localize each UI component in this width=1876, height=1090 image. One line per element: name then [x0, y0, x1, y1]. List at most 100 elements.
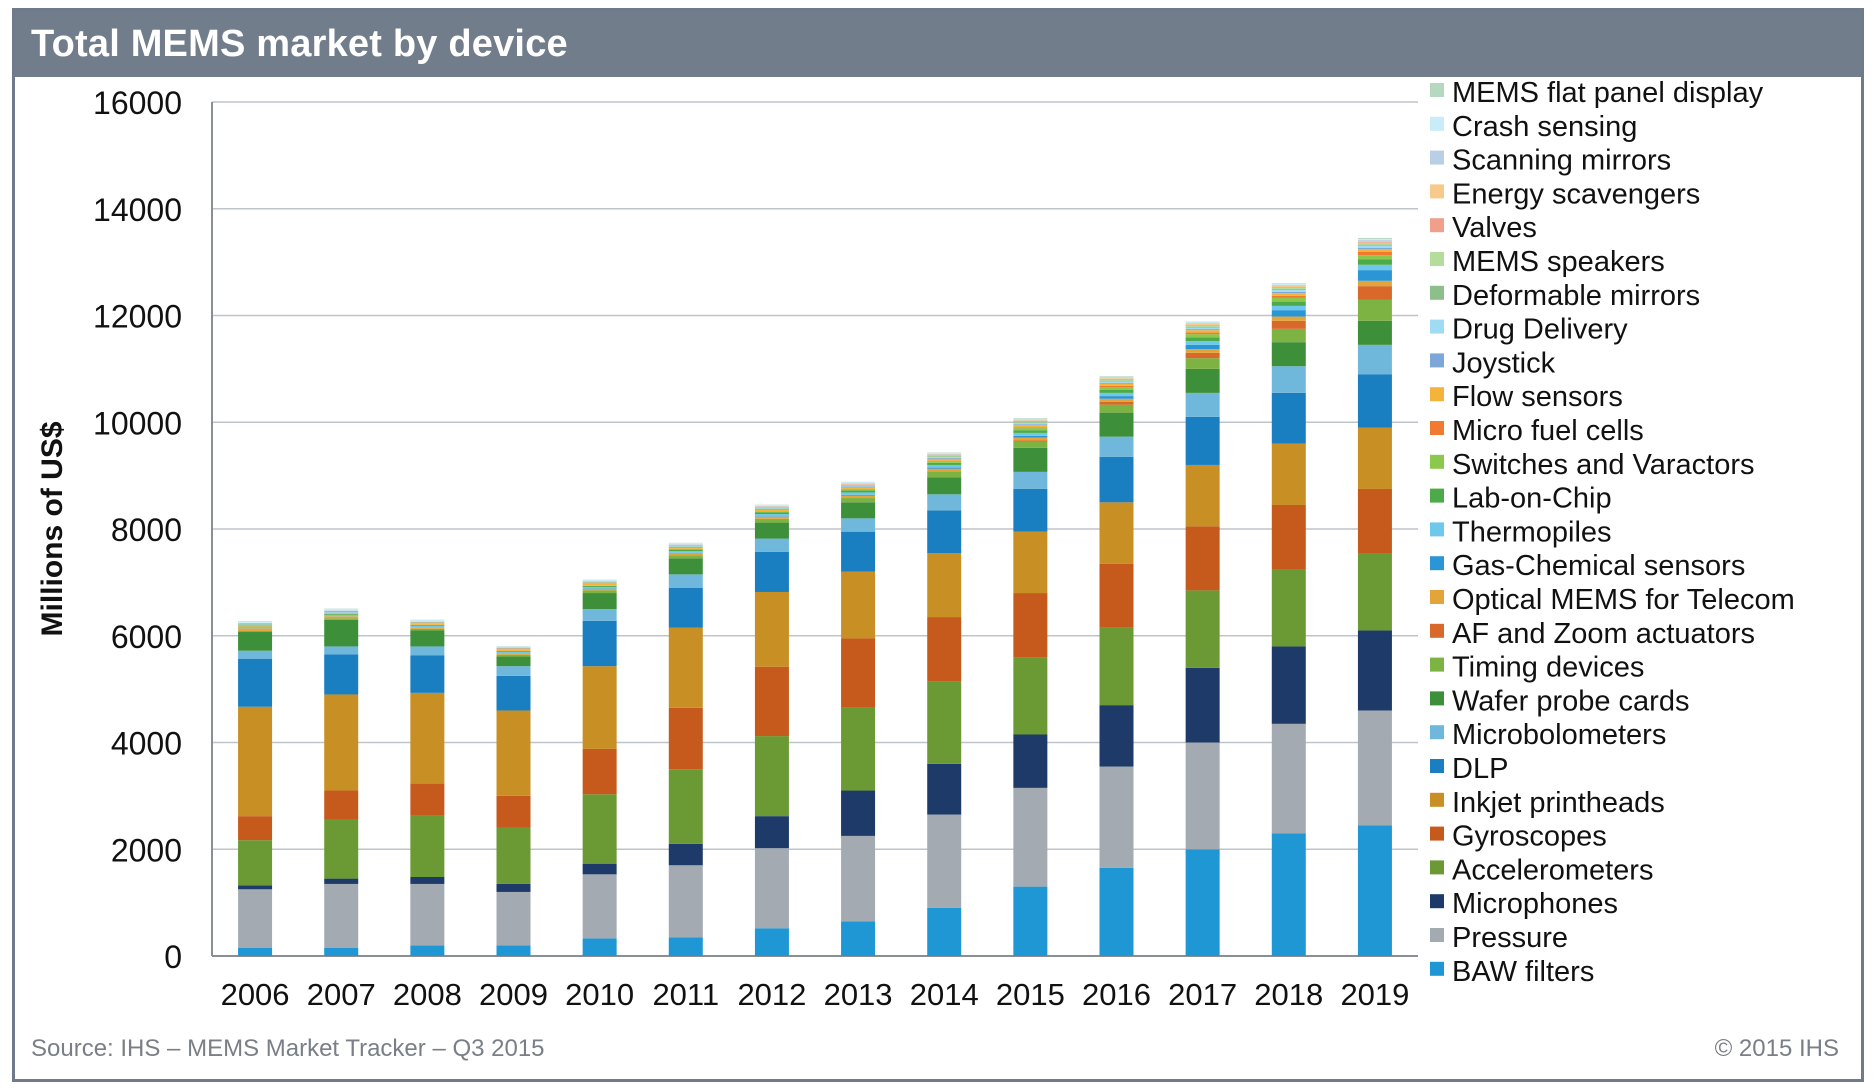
bar-segment-gas-chemical-sensors — [927, 467, 962, 469]
bar-segment-lab-on-chip — [1013, 430, 1048, 433]
bar-segment-timing-devices — [668, 555, 703, 559]
bar-segment-switches-and-varactors — [582, 585, 617, 586]
bar-segment-micro-fuel-cells — [927, 460, 962, 462]
bar-segment-crash-sensing — [496, 646, 531, 648]
legend-swatch — [1430, 285, 1444, 300]
x-tick-label: 2010 — [565, 977, 634, 1012]
bar-segment-baw-filters — [238, 947, 273, 956]
bar-segment-timing-devices — [927, 471, 962, 478]
bar-segment-optical-mems-for-telecom — [1099, 398, 1134, 402]
bar-segment-flow-sensors — [754, 509, 789, 512]
bar-segment-flow-sensors — [1271, 293, 1306, 296]
bar-segment-lab-on-chip — [754, 512, 789, 515]
bar-segment-accelerometers — [927, 681, 962, 764]
bar-segment-valves — [1185, 324, 1220, 326]
bar-segment-timing-devices — [410, 628, 445, 631]
y-tick-label: 0 — [164, 939, 182, 975]
bar-segment-pressure — [841, 835, 876, 922]
bar-segment-inkjet-printheads — [324, 694, 359, 791]
source-note: Source: IHS – MEMS Market Tracker – Q3 2… — [31, 1035, 545, 1062]
bar-segment-wafer-probe-cards — [324, 619, 359, 647]
bar-segment-gyroscopes — [1013, 593, 1048, 658]
legend-swatch — [1430, 826, 1444, 841]
y-tick-label: 8000 — [111, 512, 182, 548]
y-tick-label: 14000 — [93, 192, 182, 228]
bar-segment-drug-delivery — [668, 546, 703, 547]
legend-swatch — [1430, 759, 1444, 773]
bar-segment-inkjet-printheads — [1013, 531, 1048, 594]
bar-segment-optical-mems-for-telecom — [927, 468, 962, 472]
bar-segment-microbolometers — [1099, 436, 1134, 457]
bar-segment-wafer-probe-cards — [582, 593, 617, 610]
legend-swatch — [1430, 590, 1444, 604]
bar-segment-thermopiles — [1013, 432, 1048, 436]
legend-label: Pressure — [1452, 922, 1568, 954]
bar-segment-optical-mems-for-telecom — [1271, 316, 1306, 321]
bar-segment-wafer-probe-cards — [496, 656, 531, 667]
bar-segment-lab-on-chip — [1271, 301, 1306, 306]
bar-segment-valves — [1357, 242, 1392, 244]
bar-segment-timing-devices — [841, 498, 876, 503]
x-tick-label: 2012 — [737, 977, 806, 1012]
bar-segment-dlp — [1099, 456, 1134, 503]
bar-segment-gas-chemical-sensors — [754, 516, 789, 517]
bar-segment-pressure — [668, 865, 703, 938]
bar-segment-wafer-probe-cards — [1185, 368, 1220, 393]
legend-swatch — [1430, 623, 1444, 638]
bar-segment-drug-delivery — [754, 508, 789, 509]
bar-segment-drug-delivery — [1013, 423, 1048, 425]
bar-segment-drug-delivery — [1357, 245, 1392, 248]
bar-segment-mems-flat-panel-display — [1271, 283, 1306, 285]
bar-segment-pressure — [324, 883, 359, 948]
bar-segment-flow-sensors — [1013, 425, 1048, 428]
bar-segment-thermopiles — [754, 514, 789, 517]
bar-segment-crash-sensing — [1013, 418, 1048, 420]
bar-segment-valves — [927, 455, 962, 456]
bar-segment-timing-devices — [496, 654, 531, 657]
bar-segment-joystick — [1271, 291, 1306, 294]
legend-swatch — [1430, 488, 1444, 503]
bar-segment-optical-mems-for-telecom — [1185, 349, 1220, 353]
legend-label: Optical MEMS for Telecom — [1452, 584, 1795, 616]
bar-segment-accelerometers — [1271, 569, 1306, 647]
bar-segment-scanning-mirrors — [582, 580, 617, 582]
bar-segment-crash-sensing — [238, 621, 273, 623]
legend-label: Lab-on-Chip — [1452, 483, 1612, 515]
legend-label: Scanning mirrors — [1452, 145, 1671, 177]
bar-segment-pressure — [582, 874, 617, 939]
bar-segment-timing-devices — [1357, 299, 1392, 321]
legend-swatch — [1430, 116, 1444, 131]
bar-segment-flow-sensors — [324, 612, 359, 614]
bar-segment-flow-sensors — [496, 649, 531, 651]
bar-segment-joystick — [1357, 247, 1392, 250]
bar-segment-accelerometers — [841, 707, 876, 791]
bar-segment-accelerometers — [410, 815, 445, 878]
bar-segment-mems-speakers — [1099, 379, 1134, 381]
bar-segment-energy-scavengers — [1099, 378, 1134, 380]
legend-swatch — [1430, 894, 1444, 909]
x-tick-label: 2015 — [996, 977, 1065, 1012]
bar-segment-microphones — [324, 878, 359, 884]
legend-label: Thermopiles — [1452, 516, 1612, 548]
bar-segment-scanning-mirrors — [410, 621, 445, 622]
bar-segment-microphones — [754, 816, 789, 849]
bar-segment-micro-fuel-cells — [1013, 427, 1048, 429]
bar-segment-valves — [496, 648, 531, 649]
bar-segment-microbolometers — [324, 646, 359, 655]
bar-segment-baw-filters — [1357, 825, 1392, 956]
bar-segment-baw-filters — [754, 928, 789, 956]
bar-segment-joystick — [238, 624, 273, 626]
bar-segment-af-and-zoom-actuators — [927, 471, 962, 472]
bar-segment-mems-flat-panel-display — [1357, 238, 1392, 240]
bar-segment-joystick — [1099, 382, 1134, 384]
legend-label: MEMS flat panel display — [1452, 77, 1764, 109]
bar-segment-accelerometers — [238, 840, 273, 886]
bar-segment-switches-and-varactors — [1271, 297, 1306, 302]
bar-segment-microbolometers — [496, 666, 531, 676]
bar-segment-flow-sensors — [1185, 330, 1220, 333]
bar-segment-deformable-mirrors — [1013, 422, 1048, 424]
legend-swatch — [1430, 150, 1444, 165]
bar-segment-joystick — [668, 546, 703, 548]
bar-segment-timing-devices — [238, 630, 273, 633]
bar-segment-switches-and-varactors — [1099, 387, 1134, 390]
